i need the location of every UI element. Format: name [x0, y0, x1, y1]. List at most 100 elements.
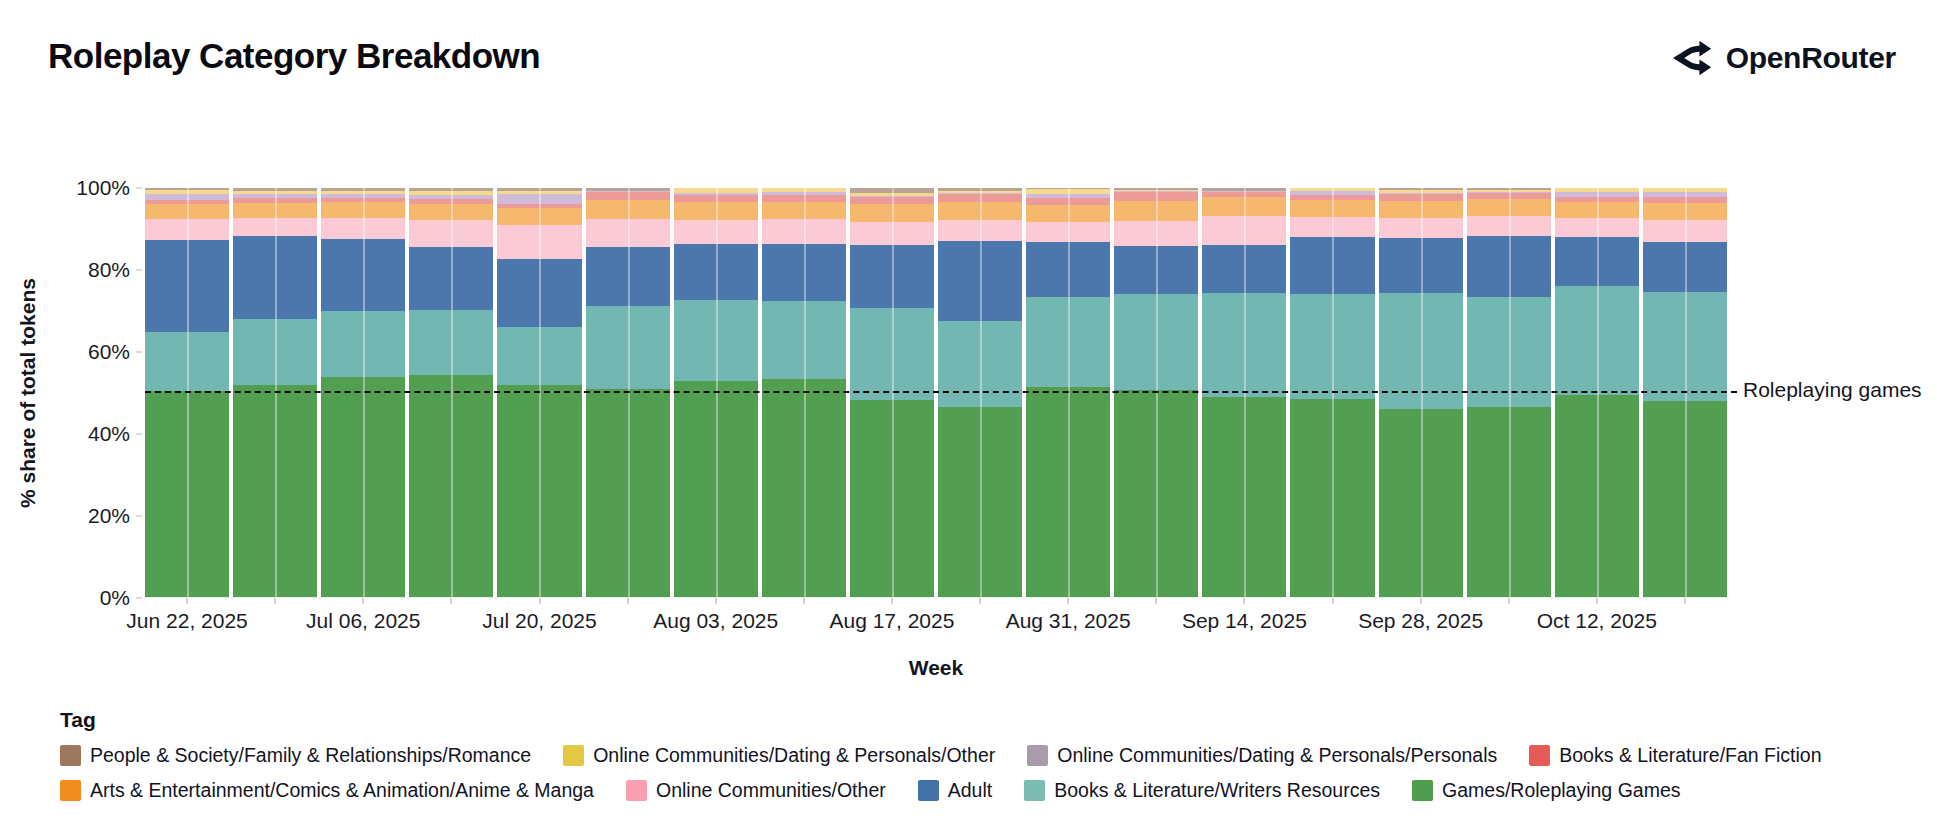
brand-name: OpenRouter: [1726, 41, 1896, 75]
stacked-bar[interactable]: [233, 188, 317, 598]
bar-centerline: [804, 188, 806, 598]
legend-item-label: Adult: [948, 779, 992, 802]
stacked-bar[interactable]: [1026, 188, 1110, 598]
y-axis-title: % share of total tokens: [16, 188, 40, 598]
legend-item-label: People & Society/Family & Relationships/…: [90, 744, 531, 767]
x-tick-mark: [362, 598, 364, 604]
x-tick-mark: [979, 598, 981, 604]
y-tick-label: 60%: [0, 339, 130, 365]
x-axis-title: Week: [145, 656, 1727, 680]
y-tick-mark: [136, 187, 142, 189]
legend-item[interactable]: Adult: [918, 779, 992, 802]
bars-area: [145, 188, 1727, 598]
bar-centerline: [539, 188, 541, 598]
x-tick-mark: [803, 598, 805, 604]
legend-item[interactable]: People & Society/Family & Relationships/…: [60, 744, 531, 767]
x-tick-label: Oct 12, 2025: [1487, 608, 1707, 634]
y-tick-mark: [136, 515, 142, 517]
bar-centerline: [1421, 188, 1423, 598]
legend-item[interactable]: Books & Literature/Writers Resources: [1024, 779, 1380, 802]
brand-logo[interactable]: OpenRouter: [1669, 36, 1896, 80]
y-tick-mark: [136, 351, 142, 353]
x-tick-mark: [715, 598, 717, 604]
stacked-bar[interactable]: [586, 188, 670, 598]
stacked-bar[interactable]: [1467, 188, 1551, 598]
plot-area: [145, 188, 1727, 598]
reference-line-50pct: [145, 391, 1737, 393]
x-tick-mark: [1332, 598, 1334, 604]
legend-item[interactable]: Online Communities/Dating & Personals/Pe…: [1027, 744, 1497, 767]
x-tick-mark: [1155, 598, 1157, 604]
x-tick-mark: [1067, 598, 1069, 604]
legend-color-swatch: [60, 745, 81, 766]
bar-centerline: [187, 188, 189, 598]
stacked-bar[interactable]: [1643, 188, 1727, 598]
x-tick-mark: [1684, 598, 1686, 604]
stacked-bar[interactable]: [145, 188, 229, 598]
legend-color-swatch: [918, 780, 939, 801]
legend-color-swatch: [60, 780, 81, 801]
legend: Tag People & Society/Family & Relationsh…: [60, 708, 1822, 814]
bar-centerline: [892, 188, 894, 598]
legend-item[interactable]: Games/Roleplaying Games: [1412, 779, 1680, 802]
legend-row-1: People & Society/Family & Relationships/…: [60, 744, 1822, 767]
x-tick-mark: [1596, 598, 1598, 604]
y-tick-mark: [136, 597, 142, 599]
legend-color-swatch: [563, 745, 584, 766]
stacked-bar[interactable]: [1555, 188, 1639, 598]
bar-centerline: [451, 188, 453, 598]
bar-centerline: [1597, 188, 1599, 598]
legend-item-label: Games/Roleplaying Games: [1442, 779, 1680, 802]
page: Roleplay Category Breakdown OpenRouter %…: [0, 0, 1940, 822]
x-tick-mark: [274, 598, 276, 604]
legend-title: Tag: [60, 708, 1822, 732]
stacked-bar[interactable]: [1379, 188, 1463, 598]
x-tick-mark: [891, 598, 893, 604]
y-tick-mark: [136, 433, 142, 435]
legend-item[interactable]: Online Communities/Dating & Personals/Ot…: [563, 744, 995, 767]
bar-centerline: [1509, 188, 1511, 598]
stacked-bar[interactable]: [674, 188, 758, 598]
y-tick-label: 20%: [0, 503, 130, 529]
stacked-bar[interactable]: [1114, 188, 1198, 598]
stacked-bar[interactable]: [1290, 188, 1374, 598]
stacked-bar[interactable]: [497, 188, 581, 598]
legend-item-label: Online Communities/Other: [656, 779, 886, 802]
bar-centerline: [1685, 188, 1687, 598]
x-tick-mark: [539, 598, 541, 604]
legend-color-swatch: [626, 780, 647, 801]
y-tick-mark: [136, 269, 142, 271]
bar-centerline: [275, 188, 277, 598]
legend-item-label: Books & Literature/Writers Resources: [1054, 779, 1380, 802]
stacked-bar[interactable]: [938, 188, 1022, 598]
legend-color-swatch: [1529, 745, 1550, 766]
openrouter-split-arrows-icon: [1669, 36, 1713, 80]
legend-item[interactable]: Books & Literature/Fan Fiction: [1529, 744, 1821, 767]
stacked-bar[interactable]: [409, 188, 493, 598]
legend-item[interactable]: Arts & Entertainment/Comics & Animation/…: [60, 779, 594, 802]
y-tick-label: 100%: [0, 175, 130, 201]
legend-color-swatch: [1027, 745, 1048, 766]
reference-line-label: Roleplaying games: [1743, 378, 1922, 402]
page-title: Roleplay Category Breakdown: [48, 36, 540, 76]
x-tick-mark: [1508, 598, 1510, 604]
stacked-bar[interactable]: [850, 188, 934, 598]
bar-centerline: [716, 188, 718, 598]
stacked-bar[interactable]: [1202, 188, 1286, 598]
x-tick-mark: [627, 598, 629, 604]
x-tick-mark: [450, 598, 452, 604]
bar-centerline: [1068, 188, 1070, 598]
stacked-bar[interactable]: [762, 188, 846, 598]
legend-item-label: Online Communities/Dating & Personals/Ot…: [593, 744, 995, 767]
bar-centerline: [1332, 188, 1334, 598]
x-axis-line: [145, 597, 1727, 598]
legend-color-swatch: [1024, 780, 1045, 801]
bar-centerline: [628, 188, 630, 598]
bar-centerline: [1156, 188, 1158, 598]
legend-item-label: Arts & Entertainment/Comics & Animation/…: [90, 779, 594, 802]
bar-centerline: [363, 188, 365, 598]
legend-color-swatch: [1412, 780, 1433, 801]
stacked-bar[interactable]: [321, 188, 405, 598]
legend-item[interactable]: Online Communities/Other: [626, 779, 886, 802]
legend-row-2: Arts & Entertainment/Comics & Animation/…: [60, 779, 1822, 802]
